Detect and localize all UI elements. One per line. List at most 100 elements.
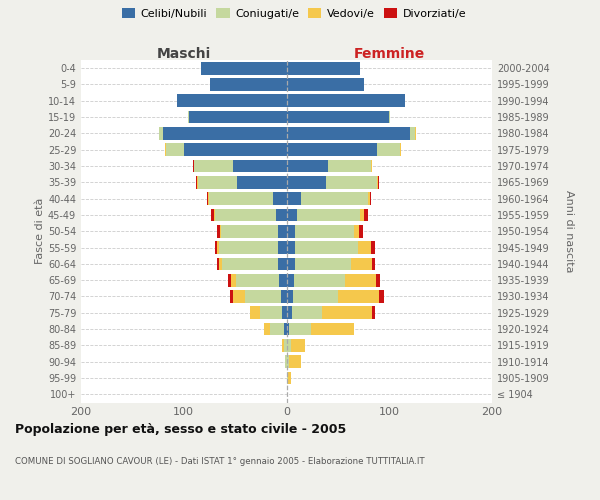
Bar: [287, 110, 389, 124]
Bar: [273, 192, 287, 205]
Bar: [322, 306, 372, 319]
Bar: [297, 208, 361, 222]
Bar: [214, 208, 215, 222]
Text: Maschi: Maschi: [157, 47, 211, 61]
Bar: [189, 110, 287, 124]
Bar: [287, 144, 377, 156]
Bar: [233, 290, 245, 303]
Y-axis label: Fasce di età: Fasce di età: [35, 198, 45, 264]
Bar: [364, 208, 368, 222]
Bar: [371, 160, 372, 172]
Bar: [230, 290, 233, 303]
Bar: [208, 192, 209, 205]
Bar: [377, 176, 378, 188]
Bar: [295, 258, 351, 270]
Bar: [372, 306, 375, 319]
Bar: [355, 225, 359, 237]
Bar: [221, 225, 278, 237]
Bar: [338, 290, 379, 303]
Bar: [159, 127, 163, 140]
Bar: [415, 127, 416, 140]
Bar: [211, 78, 287, 91]
Bar: [287, 258, 295, 270]
Bar: [284, 322, 287, 336]
Bar: [372, 258, 375, 270]
Bar: [211, 208, 214, 222]
Legend: Celibi/Nubili, Coniugati/e, Vedovi/e, Divorziati/e: Celibi/Nubili, Coniugati/e, Vedovi/e, Di…: [119, 6, 469, 21]
Bar: [220, 225, 221, 237]
Bar: [287, 290, 293, 303]
Bar: [293, 290, 338, 303]
Bar: [287, 127, 410, 140]
Bar: [217, 258, 218, 270]
Text: COMUNE DI SOGLIANO CAVOUR (LE) - Dati ISTAT 1° gennaio 2005 - Elaborazione TUTTI: COMUNE DI SOGLIANO CAVOUR (LE) - Dati IS…: [15, 458, 425, 466]
Bar: [237, 176, 287, 188]
Bar: [215, 208, 276, 222]
Bar: [301, 192, 368, 205]
Bar: [287, 322, 289, 336]
Bar: [287, 192, 301, 205]
Bar: [289, 322, 311, 336]
Bar: [188, 110, 189, 124]
Bar: [377, 144, 400, 156]
Bar: [287, 372, 290, 384]
Bar: [215, 241, 217, 254]
Bar: [196, 176, 197, 188]
Text: Popolazione per età, sesso e stato civile - 2005: Popolazione per età, sesso e stato civil…: [15, 422, 346, 436]
Bar: [376, 274, 380, 286]
Bar: [292, 306, 322, 319]
Bar: [345, 274, 376, 286]
Bar: [287, 78, 364, 91]
Bar: [209, 192, 273, 205]
Bar: [165, 144, 166, 156]
Bar: [276, 208, 287, 222]
Bar: [283, 339, 284, 352]
Bar: [410, 127, 415, 140]
Bar: [311, 322, 355, 336]
Bar: [287, 225, 295, 237]
Bar: [370, 192, 371, 205]
Bar: [287, 62, 361, 74]
Bar: [368, 192, 370, 205]
Bar: [278, 241, 287, 254]
Bar: [400, 144, 401, 156]
Bar: [245, 290, 281, 303]
Bar: [287, 339, 290, 352]
Bar: [287, 306, 292, 319]
Bar: [295, 241, 358, 254]
Bar: [198, 176, 237, 188]
Bar: [231, 274, 236, 286]
Bar: [287, 208, 297, 222]
Bar: [233, 160, 287, 172]
Bar: [228, 274, 231, 286]
Bar: [194, 160, 233, 172]
Bar: [287, 274, 293, 286]
Bar: [218, 258, 222, 270]
Bar: [295, 225, 355, 237]
Bar: [281, 290, 287, 303]
Bar: [217, 225, 220, 237]
Bar: [287, 176, 326, 188]
Bar: [184, 144, 287, 156]
Bar: [270, 322, 284, 336]
Bar: [287, 241, 295, 254]
Bar: [290, 339, 305, 352]
Bar: [278, 258, 287, 270]
Bar: [359, 225, 362, 237]
Bar: [197, 176, 198, 188]
Bar: [278, 225, 287, 237]
Bar: [260, 306, 283, 319]
Bar: [264, 322, 270, 336]
Bar: [328, 160, 371, 172]
Bar: [287, 356, 289, 368]
Bar: [371, 241, 375, 254]
Bar: [176, 94, 287, 107]
Bar: [287, 94, 404, 107]
Y-axis label: Anni di nascita: Anni di nascita: [563, 190, 574, 272]
Bar: [217, 241, 218, 254]
Text: Femmine: Femmine: [353, 47, 425, 61]
Bar: [193, 160, 194, 172]
Bar: [351, 258, 372, 270]
Bar: [166, 144, 184, 156]
Bar: [163, 127, 287, 140]
